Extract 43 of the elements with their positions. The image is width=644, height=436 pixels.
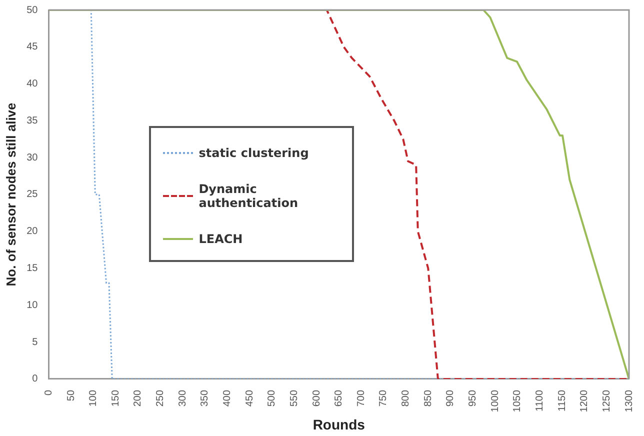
x-tick-label: 1300 [624,390,635,412]
x-tick-label: 1150 [556,390,568,412]
x-tick-label: 1050 [512,390,524,412]
y-tick-label: 10 [26,300,38,311]
x-tick-label: 1000 [490,390,501,412]
y-tick-label: 30 [26,152,38,164]
x-tick-label: 500 [266,390,278,407]
y-tick-label: 5 [32,336,38,348]
x-tick-label: 350 [200,390,211,407]
x-tick-label: 150 [110,390,122,407]
legend-label: static clustering [198,146,309,160]
y-tick-label: 25 [26,189,38,200]
legend-label: LEACH [198,232,243,246]
y-tick-label: 50 [26,4,38,16]
x-tick-label: 400 [222,390,234,407]
x-axis-title: Rounds [312,416,366,432]
y-tick-label: 15 [26,263,38,274]
y-tick-label: 45 [26,42,38,53]
y-tick-label: 20 [26,226,38,238]
y-tick-label: 35 [26,115,38,126]
x-tick-label: 450 [244,390,256,407]
legend-label: Dynamic authentication [198,182,300,210]
x-tick-label: 1100 [534,390,546,412]
x-tick-label: 600 [311,390,322,407]
x-tick-label: 250 [155,390,166,407]
x-tick-label: 300 [177,390,188,407]
x-tick-label: 0 [43,390,54,396]
y-tick-label: 40 [26,78,38,90]
x-tick-label: 850 [422,390,434,407]
x-tick-label: 100 [88,390,100,407]
x-tick-label: 550 [288,390,300,407]
x-tick-label: 650 [334,390,345,407]
x-tick-label: 200 [132,390,144,407]
x-tick-label: 1200 [579,390,590,412]
x-tick-label: 750 [378,390,390,407]
x-tick-label: 950 [468,390,479,407]
y-tick-label: 0 [32,374,38,385]
x-tick-label: 700 [356,390,367,407]
x-tick-label: 1250 [601,390,612,412]
x-tick-label: 50 [66,390,77,402]
x-tick-label: 900 [445,390,456,407]
x-tick-label: 800 [400,390,412,407]
y-axis-title: No. of sensor nodes still alive [3,102,18,286]
